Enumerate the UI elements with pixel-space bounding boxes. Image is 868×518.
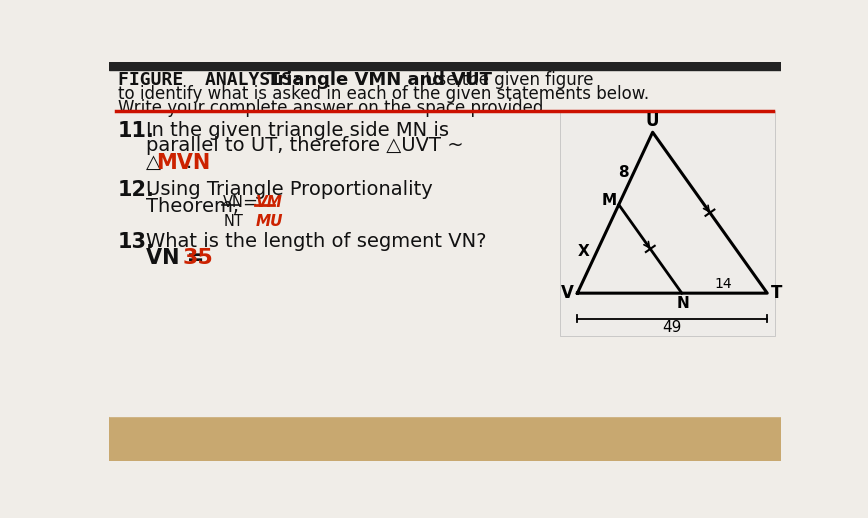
Text: VM: VM <box>256 195 283 210</box>
Text: parallel to UT, therefore △UVT ~: parallel to UT, therefore △UVT ~ <box>146 136 464 155</box>
Text: Write your complete answer on the space provided.: Write your complete answer on the space … <box>118 99 549 117</box>
Text: T: T <box>771 284 782 302</box>
Text: to identify what is asked in each of the given statements below.: to identify what is asked in each of the… <box>118 85 649 103</box>
Text: N: N <box>677 296 690 311</box>
Text: 35: 35 <box>182 249 213 268</box>
Text: 14: 14 <box>714 277 733 291</box>
Text: X: X <box>578 243 589 258</box>
Text: 11.: 11. <box>118 121 155 141</box>
Bar <box>561 111 775 336</box>
Text: MU: MU <box>256 214 283 229</box>
Text: 13.: 13. <box>118 232 155 252</box>
Text: U: U <box>646 112 660 131</box>
Text: △: △ <box>146 153 161 172</box>
Text: 8: 8 <box>618 165 628 180</box>
Text: In the given triangle side MN is: In the given triangle side MN is <box>146 121 449 140</box>
Text: Use the given figure: Use the given figure <box>420 71 594 90</box>
Text: FIGURE  ANALYSIS:: FIGURE ANALYSIS: <box>118 71 303 90</box>
Text: .: . <box>186 153 192 172</box>
Text: 12.: 12. <box>118 180 155 200</box>
Text: V: V <box>561 284 574 302</box>
Text: What is the length of segment VN?: What is the length of segment VN? <box>146 232 486 251</box>
Text: Using Triangle Proportionality: Using Triangle Proportionality <box>146 180 432 199</box>
Text: =: = <box>242 194 258 212</box>
Bar <box>108 413 781 461</box>
Text: Theorem,: Theorem, <box>146 197 239 216</box>
Bar <box>108 62 781 70</box>
Text: VN =: VN = <box>146 249 211 268</box>
Bar <box>108 62 781 416</box>
Text: Triangle VMN and VUT: Triangle VMN and VUT <box>266 71 491 90</box>
Text: 49: 49 <box>662 320 682 335</box>
Text: NT: NT <box>223 214 243 229</box>
Text: M: M <box>602 193 616 208</box>
Text: MVN: MVN <box>156 153 211 173</box>
Text: VN: VN <box>223 195 244 210</box>
